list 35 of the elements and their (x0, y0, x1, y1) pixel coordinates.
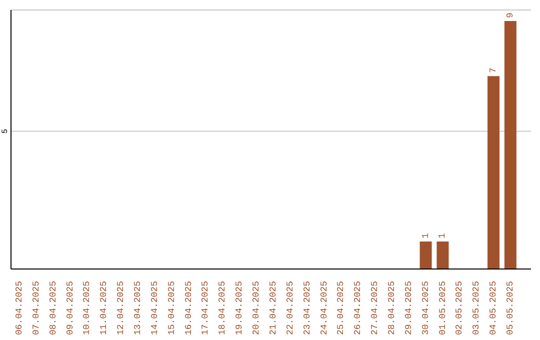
x-tick-label: 14.04.2025 (150, 281, 160, 336)
data-label: 7 (488, 68, 499, 74)
x-tick-label: 24.04.2025 (319, 281, 330, 336)
x-tick-label: 13.04.2025 (133, 281, 143, 336)
data-label: 9 (505, 12, 516, 18)
x-tick-label: 30.04.2025 (420, 281, 431, 336)
data-label: 1 (420, 233, 431, 238)
x-tick-label: 28.04.2025 (387, 281, 397, 336)
data-label: 1 (438, 233, 448, 238)
x-tick-label: 19.04.2025 (234, 281, 245, 336)
x-tick-label: 02.05.2025 (454, 281, 465, 336)
x-tick-label: 12.04.2025 (116, 281, 126, 336)
x-tick-label: 22.04.2025 (285, 281, 296, 336)
x-tick-label: 27.04.2025 (370, 281, 380, 336)
x-tick-label: 03.05.2025 (472, 281, 482, 336)
x-tick-label: 06.04.2025 (14, 281, 24, 336)
x-tick-label: 18.04.2025 (218, 281, 228, 336)
x-tick-label: 20.04.2025 (252, 281, 262, 336)
x-tick-label: 09.04.2025 (65, 281, 76, 336)
x-tick-label: 04.05.2025 (488, 281, 499, 336)
x-tick-label: 16.04.2025 (184, 281, 194, 336)
x-tick-label: 21.04.2025 (268, 281, 278, 336)
x-tick-label: 11.04.2025 (99, 281, 110, 336)
x-tick-label: 10.04.2025 (82, 281, 92, 336)
x-tick-label: 23.04.2025 (302, 281, 312, 336)
y-tick-label: 5 (1, 128, 10, 134)
x-tick-label: 29.04.2025 (404, 281, 414, 336)
x-tick-label: 01.05.2025 (438, 281, 448, 336)
x-tick-label: 25.04.2025 (336, 281, 346, 336)
x-tick-label: 08.04.2025 (48, 281, 58, 336)
x-tick-label: 17.04.2025 (200, 281, 211, 336)
x-tick-label: 05.05.2025 (506, 281, 516, 336)
x-tick-label: 15.04.2025 (166, 281, 177, 336)
x-tick-label: 07.04.2025 (31, 281, 42, 336)
x-tick-label: 26.04.2025 (353, 281, 364, 336)
